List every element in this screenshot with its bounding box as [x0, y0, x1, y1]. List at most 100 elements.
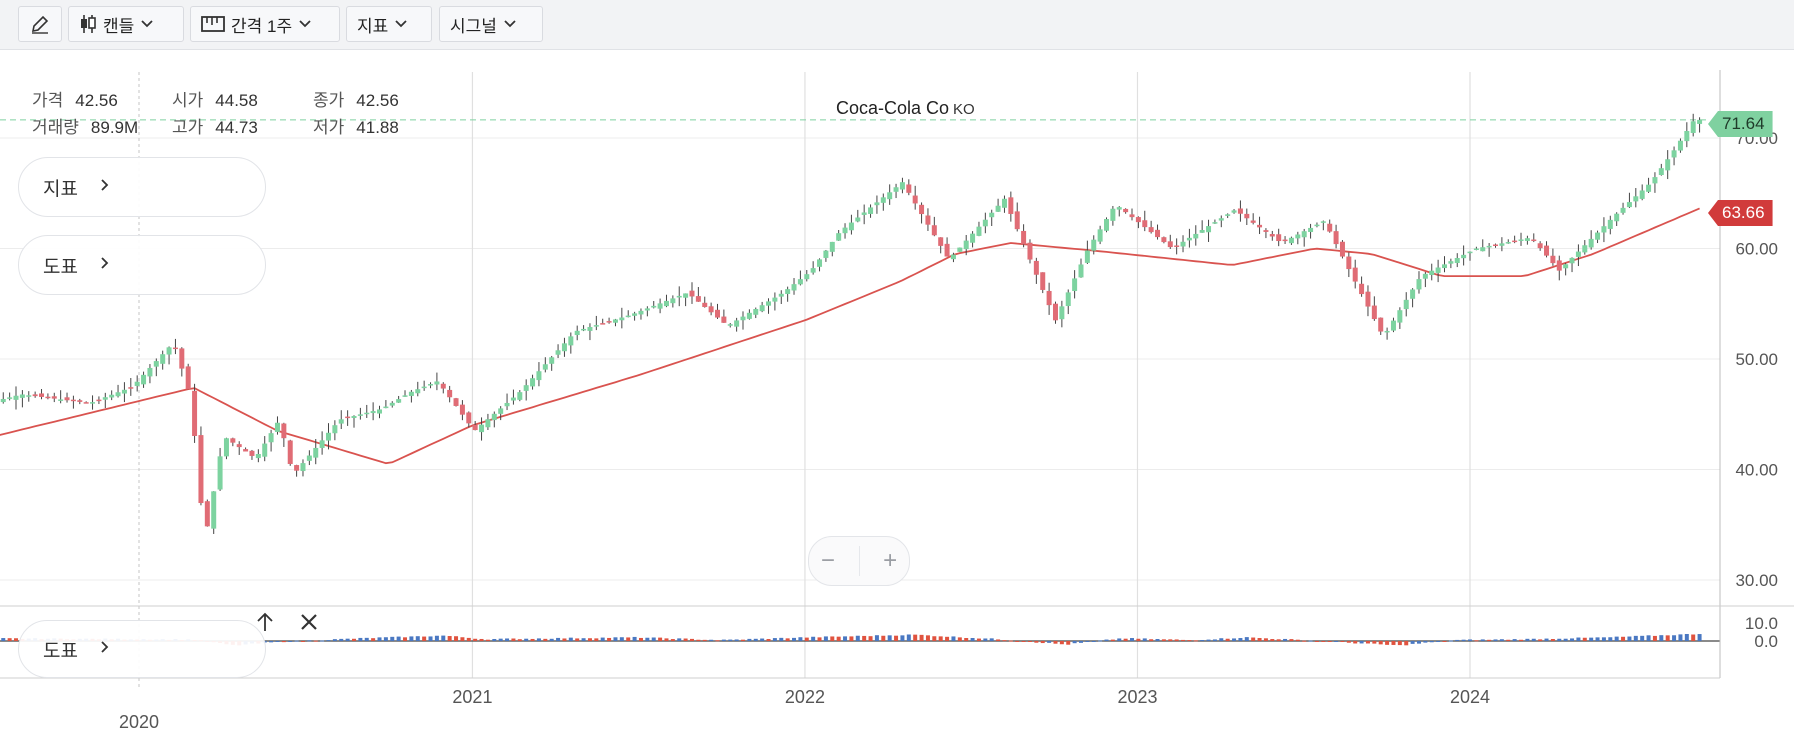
candle-body — [287, 440, 293, 464]
macd-bar — [288, 641, 293, 642]
candle-body — [1142, 220, 1148, 228]
macd-bar — [1270, 639, 1275, 641]
candle-body — [861, 212, 867, 215]
macd-bar — [1416, 641, 1421, 644]
signal-button[interactable]: 시그널 — [439, 6, 543, 42]
candle-body — [1161, 237, 1167, 243]
chart-type-button[interactable]: 캔들 — [68, 6, 184, 42]
macd-bar — [1684, 633, 1689, 641]
macd-bar — [1659, 635, 1664, 641]
candle-body — [498, 408, 504, 414]
macd-bar — [747, 638, 752, 641]
macd-bar — [976, 638, 981, 641]
macd-bar — [619, 637, 624, 641]
candle-body — [670, 298, 676, 304]
macd-bar — [1257, 638, 1262, 641]
chevron-right-icon — [100, 254, 110, 276]
chevron-down-icon — [140, 19, 154, 29]
candle-body — [1684, 130, 1690, 142]
macd-bar — [505, 638, 510, 641]
candle-body — [727, 324, 733, 326]
candle-body — [510, 397, 516, 401]
macd-bar — [792, 637, 797, 641]
candle-body — [408, 391, 414, 396]
candle-body — [1199, 230, 1205, 233]
candle-body — [1008, 197, 1014, 214]
y-tick-label: 30.00 — [1735, 571, 1778, 590]
high-value: 44.73 — [215, 118, 258, 137]
macd-bar — [269, 641, 274, 643]
candle-body — [1078, 264, 1084, 278]
macd-bar — [1008, 640, 1013, 642]
zoom-control: − + — [808, 536, 910, 586]
lower-chart-panel-pill[interactable]: 도표 — [18, 620, 266, 678]
candle-body — [1116, 207, 1122, 210]
macd-bar — [721, 639, 726, 641]
draw-tool-button[interactable] — [18, 6, 62, 42]
candle-body — [115, 392, 121, 397]
macd-bar — [396, 636, 401, 641]
close-value: 42.56 — [356, 91, 399, 110]
indicator-button[interactable]: 지표 — [346, 6, 432, 42]
candle-body — [925, 215, 931, 225]
candle-body — [1155, 229, 1161, 238]
indicator-panel-pill[interactable]: 지표 — [18, 157, 266, 217]
candle-body — [300, 463, 306, 472]
macd-bar — [281, 641, 286, 643]
close-icon[interactable] — [298, 611, 320, 639]
macd-bar — [1053, 641, 1058, 644]
macd-bar — [913, 634, 918, 641]
ma-value-tag: 63.66 — [1708, 200, 1773, 226]
macd-bar — [836, 636, 841, 641]
macd-bar — [1078, 641, 1083, 643]
macd-bar — [1525, 638, 1530, 641]
candle-body — [166, 347, 172, 355]
candle-body — [1658, 168, 1664, 176]
macd-bar — [313, 640, 318, 642]
ohlc-high: 고가 44.73 — [172, 113, 258, 138]
zoom-in-icon[interactable]: + — [883, 547, 898, 574]
moving-average-line — [0, 207, 1700, 465]
candle-body — [906, 184, 912, 193]
candle-body — [1575, 251, 1581, 257]
candle-body — [1244, 213, 1250, 219]
interval-label: 간격 1주 — [231, 16, 293, 36]
candle-body — [1339, 241, 1345, 257]
candle-body — [836, 233, 842, 241]
macd-bar — [371, 638, 376, 641]
candle-body — [491, 413, 497, 421]
candle-body — [1390, 320, 1396, 331]
macd-bar — [294, 640, 299, 642]
candle-body — [1671, 150, 1677, 158]
macd-bar — [1359, 641, 1364, 644]
candle-body — [1448, 261, 1454, 264]
macd-bar — [874, 635, 879, 641]
candle-body — [440, 383, 446, 389]
macd-bar — [492, 638, 497, 641]
candle-body — [657, 303, 663, 309]
macd-bar — [607, 637, 612, 641]
candle-body — [689, 290, 695, 297]
macd-bar — [345, 638, 350, 641]
zoom-out-icon[interactable]: − — [820, 547, 835, 574]
macd-bar — [817, 637, 822, 641]
candle-body — [555, 350, 561, 355]
chart-panel-pill[interactable]: 도표 — [18, 235, 266, 295]
macd-bar — [1621, 636, 1626, 641]
signal-label: 시그널 — [450, 16, 497, 36]
candle-body — [842, 227, 848, 234]
macd-bar — [798, 637, 803, 641]
macd-bar — [1091, 641, 1096, 642]
candle-body — [1697, 119, 1703, 124]
move-up-icon[interactable] — [254, 611, 276, 639]
y-tick-label: 60.00 — [1735, 240, 1778, 259]
macd-bar — [760, 638, 765, 641]
candle-body — [1556, 260, 1562, 271]
candle-body — [1454, 258, 1460, 263]
interval-button[interactable]: 간격 1주 — [190, 6, 340, 42]
macd-bar — [1346, 641, 1351, 643]
macd-bar — [1468, 639, 1472, 641]
ohlc-low: 저가 41.88 — [313, 113, 399, 138]
chevron-down-icon — [298, 19, 312, 29]
